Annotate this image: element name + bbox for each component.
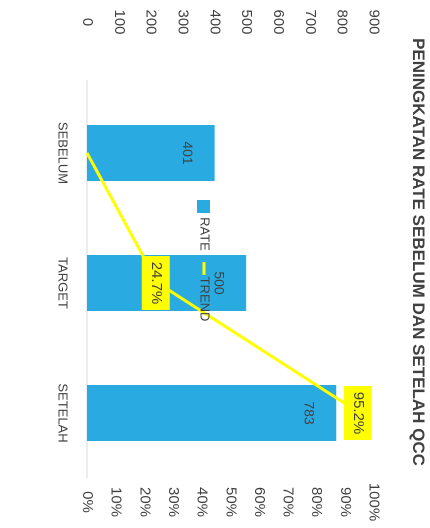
secondary-tick-label: 10% xyxy=(108,487,125,517)
secondary-tick-label: 90% xyxy=(337,487,354,517)
trend-data-label: 95.2% xyxy=(350,392,367,435)
secondary-tick-label: 80% xyxy=(308,487,325,517)
primary-tick-label: 800 xyxy=(334,9,351,34)
primary-tick-label: 200 xyxy=(143,9,160,34)
legend-label-rate: RATE xyxy=(198,217,213,251)
primary-tick-label: 900 xyxy=(366,9,383,34)
legend-swatch-rate xyxy=(197,200,210,213)
rate-data-label: 401 xyxy=(180,141,196,165)
axis-layer: 0 100 200 300 400 500 600 700 800 900 0% 10% 20% 30% 4… xyxy=(56,9,383,521)
rate-bar xyxy=(87,385,337,441)
chart-title: PENINGKATAN RATE SEBELUM DAN SETELAH QCC xyxy=(409,38,428,466)
legend-label-trend: TREND xyxy=(198,277,213,322)
secondary-tick-label: 20% xyxy=(136,487,153,517)
primary-tick-label: 500 xyxy=(238,9,255,34)
primary-tick-label: 700 xyxy=(302,9,319,34)
primary-tick-label: 0 xyxy=(79,18,96,26)
category-label: SETELAH xyxy=(56,383,71,442)
secondary-tick-label: 50% xyxy=(222,487,239,517)
legend: RATE TREND xyxy=(197,200,213,321)
primary-tick-label: 300 xyxy=(175,9,192,34)
primary-tick-label: 400 xyxy=(206,9,223,34)
category-label: TARGET xyxy=(56,257,71,309)
rate-bar xyxy=(87,125,215,181)
secondary-tick-label: 0% xyxy=(79,491,96,513)
trend-label-box xyxy=(141,256,170,310)
secondary-tick-label: 40% xyxy=(194,487,211,517)
secondary-tick-label: 30% xyxy=(165,487,182,517)
trend-layer: 24.7% 95.2% xyxy=(85,152,372,440)
primary-tick-label: 600 xyxy=(270,9,287,34)
trend-label-box xyxy=(343,386,372,440)
trend-data-label: 24.7% xyxy=(148,262,165,305)
primary-tick-label: 100 xyxy=(111,9,128,34)
rate-data-label: 500 xyxy=(211,271,227,295)
category-label: SEBELUM xyxy=(56,122,71,184)
secondary-tick-label: 100% xyxy=(366,483,383,521)
secondary-tick-label: 60% xyxy=(251,487,268,517)
rate-data-label: 783 xyxy=(302,401,318,425)
secondary-tick-label: 70% xyxy=(280,487,297,517)
